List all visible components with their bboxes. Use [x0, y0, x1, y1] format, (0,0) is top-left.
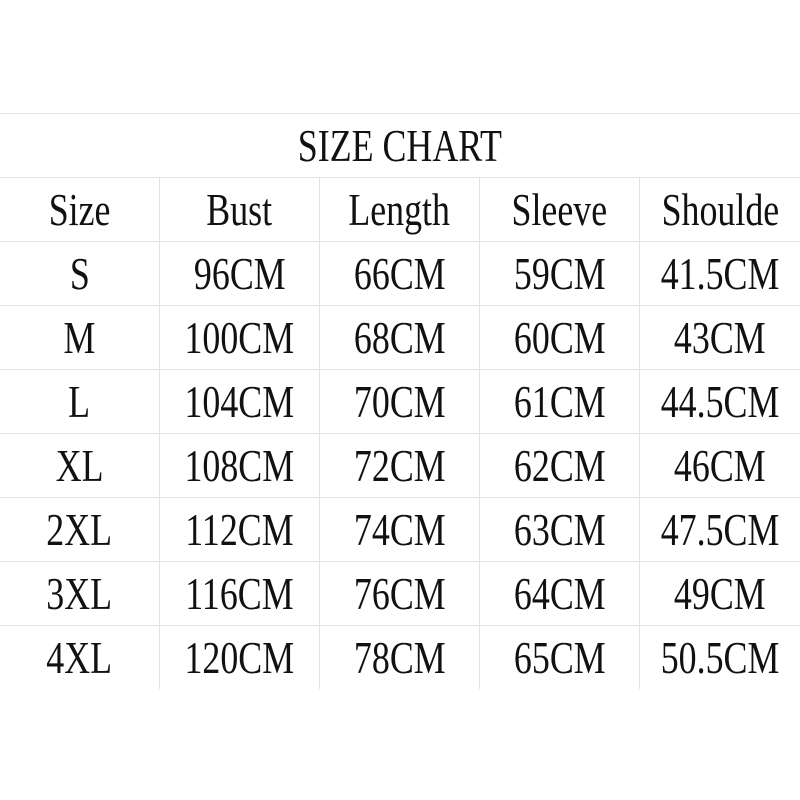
size-chart-title-row: SIZE CHART	[0, 113, 800, 178]
table-cell: XL	[0, 434, 160, 497]
table-cell: 64CM	[480, 562, 640, 625]
cell-value: 76CM	[353, 567, 446, 619]
header-sleeve: Sleeve	[511, 183, 608, 235]
cell-value: 3XL	[46, 567, 113, 619]
cell-value: XL	[55, 439, 104, 491]
cell-value: 63CM	[513, 503, 606, 555]
table-cell: 104CM	[160, 370, 320, 433]
table-cell: 3XL	[0, 562, 160, 625]
table-cell: 120CM	[160, 626, 320, 689]
table-row: M 100CM 68CM 60CM 43CM	[0, 306, 800, 370]
cell-value: 60CM	[513, 311, 606, 363]
table-row: L 104CM 70CM 61CM 44.5CM	[0, 370, 800, 434]
table-row: 4XL 120CM 78CM 65CM 50.5CM	[0, 626, 800, 689]
cell-value: 61CM	[513, 375, 606, 427]
cell-value: M	[63, 311, 96, 363]
table-cell: 59CM	[480, 242, 640, 305]
table-cell: S	[0, 242, 160, 305]
header-shoulder: Shoulde	[661, 183, 779, 235]
cell-value: 120CM	[184, 631, 295, 683]
cell-value: L	[68, 375, 91, 427]
table-cell: 50.5CM	[640, 626, 800, 689]
table-cell: 61CM	[480, 370, 640, 433]
cell-value: 108CM	[184, 439, 295, 491]
cell-value: 70CM	[353, 375, 446, 427]
cell-value: 4XL	[46, 631, 113, 683]
table-cell: 41.5CM	[640, 242, 800, 305]
header-cell: Size	[0, 178, 160, 241]
cell-value: 49CM	[674, 567, 766, 619]
cell-value: 72CM	[353, 439, 446, 491]
cell-value: 46CM	[674, 439, 766, 491]
header-row: Size Bust Length Sleeve Shoulde	[0, 178, 800, 242]
table-cell: 116CM	[160, 562, 320, 625]
table-cell: 44.5CM	[640, 370, 800, 433]
cell-value: 59CM	[513, 247, 606, 299]
table-cell: 47.5CM	[640, 498, 800, 561]
table-cell: 76CM	[320, 562, 480, 625]
table-cell: 63CM	[480, 498, 640, 561]
cell-value: 74CM	[353, 503, 446, 555]
cell-value: 2XL	[46, 503, 113, 555]
table-row: 3XL 116CM 76CM 64CM 49CM	[0, 562, 800, 626]
table-cell: 49CM	[640, 562, 800, 625]
table-cell: 2XL	[0, 498, 160, 561]
table-cell: 100CM	[160, 306, 320, 369]
table-cell: 65CM	[480, 626, 640, 689]
cell-value: 96CM	[193, 247, 286, 299]
table-cell: 78CM	[320, 626, 480, 689]
cell-value: 104CM	[184, 375, 295, 427]
cell-value: 68CM	[353, 311, 446, 363]
table-cell: 43CM	[640, 306, 800, 369]
size-chart-table: SIZE CHART Size Bust Length Sleeve Shoul…	[0, 113, 800, 689]
table-cell: 108CM	[160, 434, 320, 497]
header-cell: Bust	[160, 178, 320, 241]
table-cell: 68CM	[320, 306, 480, 369]
cell-value: 44.5CM	[660, 375, 780, 427]
cell-value: 41.5CM	[660, 247, 780, 299]
table-cell: 74CM	[320, 498, 480, 561]
header-cell: Sleeve	[480, 178, 640, 241]
header-cell: Length	[320, 178, 480, 241]
cell-value: 78CM	[353, 631, 446, 683]
cell-value: 47.5CM	[660, 503, 780, 555]
cell-value: 66CM	[353, 247, 446, 299]
table-row: XL 108CM 72CM 62CM 46CM	[0, 434, 800, 498]
cell-value: 62CM	[513, 439, 606, 491]
cell-value: 112CM	[185, 503, 294, 555]
table-cell: 112CM	[160, 498, 320, 561]
table-row: S 96CM 66CM 59CM 41.5CM	[0, 242, 800, 306]
table-cell: 66CM	[320, 242, 480, 305]
table-cell: 4XL	[0, 626, 160, 689]
table-cell: 60CM	[480, 306, 640, 369]
header-size: Size	[48, 183, 111, 235]
table-cell: 46CM	[640, 434, 800, 497]
table-row: 2XL 112CM 74CM 63CM 47.5CM	[0, 498, 800, 562]
header-cell: Shoulde	[640, 178, 800, 241]
cell-value: 64CM	[513, 567, 606, 619]
table-cell: M	[0, 306, 160, 369]
table-cell: 62CM	[480, 434, 640, 497]
header-length: Length	[348, 183, 451, 235]
table-cell: 72CM	[320, 434, 480, 497]
table-cell: L	[0, 370, 160, 433]
cell-value: S	[69, 247, 90, 299]
table-cell: 70CM	[320, 370, 480, 433]
header-bust: Bust	[206, 183, 273, 235]
cell-value: 116CM	[185, 567, 294, 619]
cell-value: 65CM	[513, 631, 606, 683]
cell-value: 50.5CM	[660, 631, 780, 683]
size-chart-title: SIZE CHART	[297, 119, 503, 171]
cell-value: 100CM	[184, 311, 295, 363]
cell-value: 43CM	[674, 311, 766, 363]
table-cell: 96CM	[160, 242, 320, 305]
